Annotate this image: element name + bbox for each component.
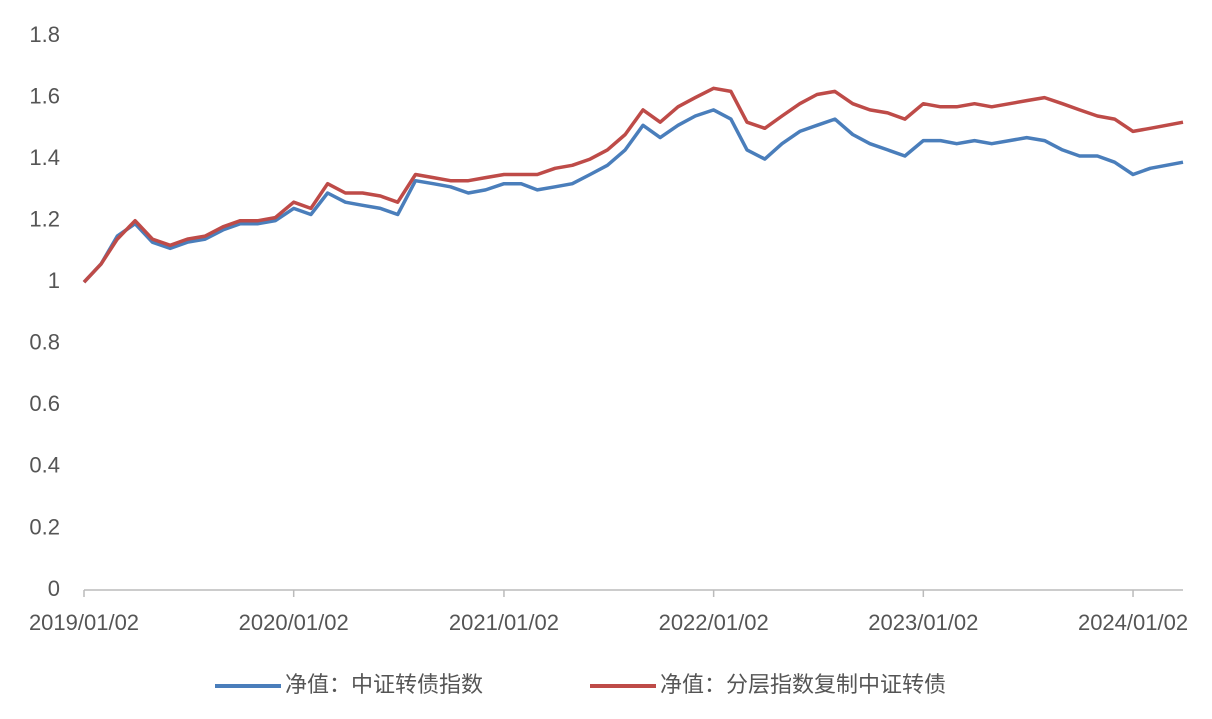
x-tick-label: 2023/01/02 bbox=[868, 610, 978, 635]
y-tick-label: 0.8 bbox=[29, 330, 60, 355]
x-tick-label: 2021/01/02 bbox=[449, 610, 559, 635]
legend-label: 净值：中证转债指数 bbox=[285, 672, 483, 697]
y-tick-label: 0 bbox=[48, 576, 60, 601]
y-tick-label: 1.4 bbox=[29, 145, 60, 170]
y-tick-label: 1.8 bbox=[29, 22, 60, 47]
series-line bbox=[82, 86, 1184, 284]
x-tick-label: 2020/01/02 bbox=[239, 610, 349, 635]
x-tick-label: 2024/01/02 bbox=[1078, 610, 1188, 635]
y-tick-label: 0.6 bbox=[29, 391, 60, 416]
y-tick-label: 0.4 bbox=[29, 453, 60, 478]
y-tick-label: 1 bbox=[48, 268, 60, 293]
series-line bbox=[82, 108, 1184, 284]
y-tick-label: 1.2 bbox=[29, 206, 60, 231]
x-tick-label: 2019/01/02 bbox=[29, 610, 139, 635]
x-tick-label: 2022/01/02 bbox=[659, 610, 769, 635]
legend-label: 净值：分层指数复制中证转债 bbox=[660, 672, 946, 697]
y-tick-label: 1.6 bbox=[29, 83, 60, 108]
y-tick-label: 0.2 bbox=[29, 514, 60, 539]
